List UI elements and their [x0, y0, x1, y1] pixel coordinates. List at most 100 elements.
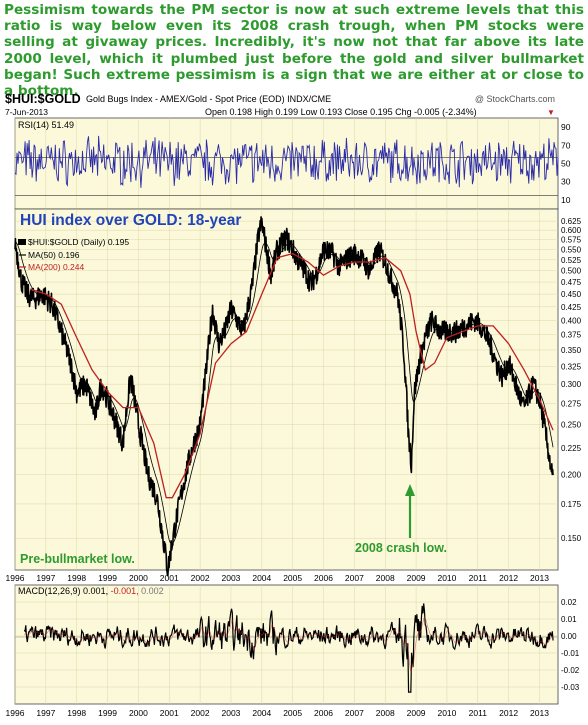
price-panel: [14, 208, 559, 571]
year-label-bottom-9: 2005: [283, 708, 302, 718]
price-tick-label-9: 0.375: [561, 331, 582, 340]
ohlc-readout: Open 0.198 High 0.199 Low 0.193 Close 0.…: [205, 107, 477, 117]
rsi-series: [14, 135, 559, 188]
annotation-crash: 2008 crash low.: [355, 541, 447, 555]
chart-title: HUI index over GOLD: 18-year: [20, 212, 241, 229]
year-label-top-11: 2007: [345, 573, 364, 583]
macd-grid: [14, 585, 558, 704]
macd-label: MACD(12,26,9) 0.001, -0.001, 0.002: [18, 586, 164, 596]
rsi-tick-label-3: 70: [561, 140, 571, 150]
year-label-bottom-14: 2010: [437, 708, 456, 718]
year-axis-bottom: 1996 1997 1998 1999 2000 2001 2002 2003 2004 2005…: [6, 708, 550, 718]
year-label-bottom-5: 2001: [160, 708, 179, 718]
year-label-top-1: 1997: [36, 573, 55, 583]
macd-tick-label-0: 0.02: [561, 598, 577, 607]
ma200-series: [30, 252, 554, 499]
rsi-axis: 10 30 50 70 90: [561, 122, 571, 205]
caption-paragraph: Pessimism towards the PM sector is now a…: [4, 2, 584, 100]
year-label-bottom-10: 2006: [314, 708, 333, 718]
macd-tick-label-2: 0.00: [561, 632, 577, 641]
ratio-series: [14, 216, 554, 577]
year-label-top-14: 2010: [437, 573, 456, 583]
ma50-series: [14, 241, 554, 544]
price-tick-label-16: 0.550: [561, 246, 582, 255]
price-tick-label-14: 0.500: [561, 267, 582, 276]
year-label-top-16: 2012: [499, 573, 518, 583]
legend-swatch-ratio: [18, 239, 26, 245]
macd-label-prefix: MACD(12,26,9): [18, 586, 81, 596]
year-label-top-10: 2006: [314, 573, 333, 583]
macd-axis: 0.02 0.01 0.00 -0.01 -0.02 -0.03: [561, 598, 580, 692]
year-label-top-9: 2005: [283, 573, 302, 583]
macd-tick-label-5: -0.03: [561, 683, 580, 692]
macd-label-hist: 0.002: [141, 586, 164, 596]
legend-ma50: MA(50) 0.196: [28, 250, 80, 260]
rsi-tick-label-0: 10: [561, 195, 571, 205]
price-tick-label-5: 0.275: [561, 400, 582, 409]
macd-tick-label-4: -0.02: [561, 666, 580, 675]
macd-label-macd: 0.001,: [83, 586, 108, 596]
chart-date: 7-Jun-2013: [5, 107, 48, 117]
rsi-tick-label-4: 90: [561, 122, 571, 132]
price-tick-label-11: 0.425: [561, 303, 582, 312]
year-label-top-2: 1998: [67, 573, 86, 583]
chart-description: Gold Bugs Index - AMEX/Gold - Spot Price…: [86, 94, 331, 104]
year-axis-top: 1996 1997 1998 1999 2000 2001 2002 2003 2004 2005…: [6, 573, 550, 583]
year-label-bottom-1: 1997: [36, 708, 55, 718]
price-axis: 0.150 0.175 0.200 0.225 0.250 0.275 0.300 0.325…: [561, 217, 582, 543]
year-label-bottom-13: 2009: [407, 708, 426, 718]
year-label-top-7: 2003: [222, 573, 241, 583]
price-tick-label-12: 0.450: [561, 290, 582, 299]
year-label-bottom-11: 2007: [345, 708, 364, 718]
year-label-top-12: 2008: [376, 573, 395, 583]
year-label-bottom-15: 2011: [469, 708, 488, 718]
year-label-top-6: 2002: [191, 573, 210, 583]
year-label-top-5: 2001: [160, 573, 179, 583]
year-label-bottom-7: 2003: [222, 708, 241, 718]
macd-label-signal: -0.001,: [111, 586, 139, 596]
year-label-top-4: 2000: [129, 573, 148, 583]
year-label-bottom-8: 2004: [252, 708, 271, 718]
price-tick-label-8: 0.350: [561, 346, 582, 355]
year-label-top-13: 2009: [407, 573, 426, 583]
price-tick-label-18: 0.600: [561, 226, 582, 235]
arrow-up-icon: [405, 484, 415, 496]
stock-chart: $HUI:$GOLD Gold Bugs Index - AMEX/Gold -…: [5, 92, 582, 718]
year-label-bottom-12: 2008: [376, 708, 395, 718]
year-label-bottom-6: 2002: [191, 708, 210, 718]
year-label-top-3: 1999: [98, 573, 117, 583]
macd-tick-label-3: -0.01: [561, 649, 580, 658]
price-tick-label-4: 0.250: [561, 421, 582, 430]
price-tick-label-17: 0.575: [561, 236, 582, 245]
price-tick-label-6: 0.300: [561, 380, 582, 389]
price-tick-label-1: 0.175: [561, 500, 582, 509]
price-tick-label-7: 0.325: [561, 362, 582, 371]
year-label-top-0: 1996: [6, 573, 25, 583]
year-label-bottom-0: 1996: [6, 708, 25, 718]
price-tick-label-10: 0.400: [561, 316, 582, 325]
down-arrow-icon: ▼: [547, 108, 555, 117]
year-label-top-17: 2013: [530, 573, 549, 583]
chart-symbol: $HUI:$GOLD: [5, 92, 81, 106]
legend-ma200: MA(200) 0.244: [28, 262, 84, 272]
year-label-bottom-2: 1998: [67, 708, 86, 718]
price-tick-label-15: 0.525: [561, 256, 582, 265]
year-label-top-8: 2004: [252, 573, 271, 583]
price-tick-label-0: 0.150: [561, 534, 582, 543]
rsi-panel: [14, 117, 559, 210]
year-label-top-15: 2011: [469, 573, 488, 583]
stockcharts-watermark: @ StockCharts.com: [475, 94, 555, 104]
year-label-bottom-17: 2013: [530, 708, 549, 718]
rsi-tick-label-2: 50: [561, 159, 571, 169]
year-label-bottom-16: 2012: [499, 708, 518, 718]
legend-ratio: $HUI:$GOLD (Daily) 0.195: [28, 237, 129, 247]
year-label-bottom-3: 1999: [98, 708, 117, 718]
rsi-label: RSI(14) 51.49: [18, 120, 74, 130]
rsi-tick-label-1: 30: [561, 177, 571, 187]
price-tick-label-2: 0.200: [561, 470, 582, 479]
price-tick-label-13: 0.475: [561, 278, 582, 287]
macd-tick-label-1: 0.01: [561, 615, 577, 624]
year-label-bottom-4: 2000: [129, 708, 148, 718]
macd-signal-series: [24, 616, 554, 673]
price-tick-label-19: 0.625: [561, 217, 582, 226]
